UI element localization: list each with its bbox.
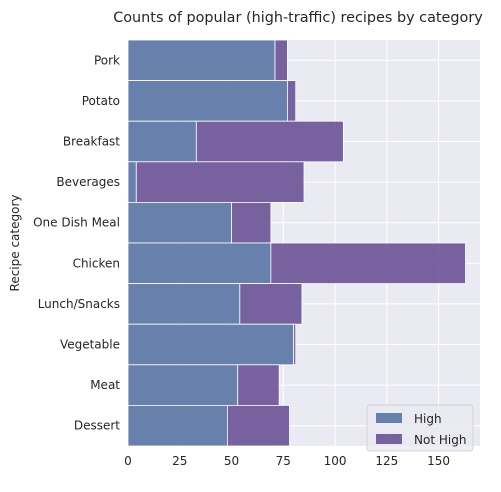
bar-high-beverages [127,161,137,203]
x-tick-label: 125 [375,454,398,468]
legend: High Not High [366,404,474,452]
y-tick-label: Potato [82,94,120,108]
y-tick-label: Dessert [74,419,120,433]
bar-high-potato [127,80,288,122]
y-tick-label: Vegetable [60,338,120,352]
y-tick-label: Breakfast [63,135,120,149]
y-tick-label: Beverages [56,175,120,189]
y-tick-label: Chicken [73,256,120,270]
legend-swatch-high [376,413,402,423]
x-tick-label: 150 [427,454,450,468]
bar-not-high-beverages [135,161,305,203]
x-tick-label: 50 [224,454,239,468]
bar-high-pork [127,39,276,81]
legend-label-high: High [414,412,442,426]
bar-high-lunch-snacks [127,283,241,325]
y-axis-label: Recipe category [8,195,22,292]
bar-not-high-pork [274,39,288,81]
bar-not-high-potato [287,80,297,122]
bar-high-chicken [127,242,272,284]
y-tick-labels: Pork Potato Breakfast Beverages One Dish Mea… [33,53,120,432]
x-tick-label: 75 [276,454,291,468]
bar-not-high-one-dish-meal [231,201,272,244]
y-tick-label: Meat [90,378,120,392]
x-tick-label: 25 [172,454,187,468]
bar-high-dessert [127,404,228,447]
bar-not-high-lunch-snacks [239,283,303,325]
x-tick-label: 100 [324,454,347,468]
y-tick-label: Lunch/Snacks [38,297,120,311]
bar-not-high-breakfast [195,120,344,163]
legend-swatch-not-high [376,434,402,444]
x-tick-label: 0 [124,454,132,468]
x-tick-labels: 0 25 50 75 100 125 150 [124,454,450,468]
y-tick-label: Pork [94,53,120,67]
bar-not-high-vegetable [293,323,297,366]
chart-title: Counts of popular (high-traffic) recipes… [113,10,483,26]
bar-marks [127,39,466,447]
bar-not-high-meat [237,364,280,406]
y-tick-label: One Dish Meal [33,216,120,230]
bar-not-high-dessert [226,404,290,447]
bar-high-vegetable [127,323,295,366]
bar-high-meat [127,364,239,406]
bar-high-breakfast [127,120,197,163]
bar-high-one-dish-meal [127,201,232,244]
legend-label-not-high: Not High [414,433,466,447]
bar-not-high-chicken [270,242,466,284]
